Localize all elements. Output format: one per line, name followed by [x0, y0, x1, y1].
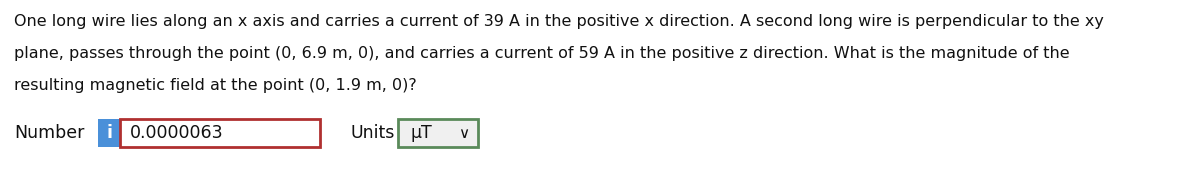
- Text: Number: Number: [14, 124, 84, 142]
- Text: Units: Units: [350, 124, 395, 142]
- Text: 0.0000063: 0.0000063: [130, 124, 223, 142]
- Text: plane, passes through the point (0, 6.9 m, 0), and carries a current of 59 A in : plane, passes through the point (0, 6.9 …: [14, 46, 1069, 61]
- Text: μT: μT: [410, 124, 432, 142]
- FancyBboxPatch shape: [398, 119, 478, 147]
- FancyBboxPatch shape: [98, 119, 120, 147]
- Text: ∨: ∨: [458, 126, 469, 142]
- Text: One long wire lies along an x axis and carries a current of 39 A in the positive: One long wire lies along an x axis and c…: [14, 14, 1104, 29]
- Text: resulting magnetic field at the point (0, 1.9 m, 0)?: resulting magnetic field at the point (0…: [14, 78, 416, 93]
- FancyBboxPatch shape: [120, 119, 320, 147]
- Text: i: i: [106, 124, 112, 142]
